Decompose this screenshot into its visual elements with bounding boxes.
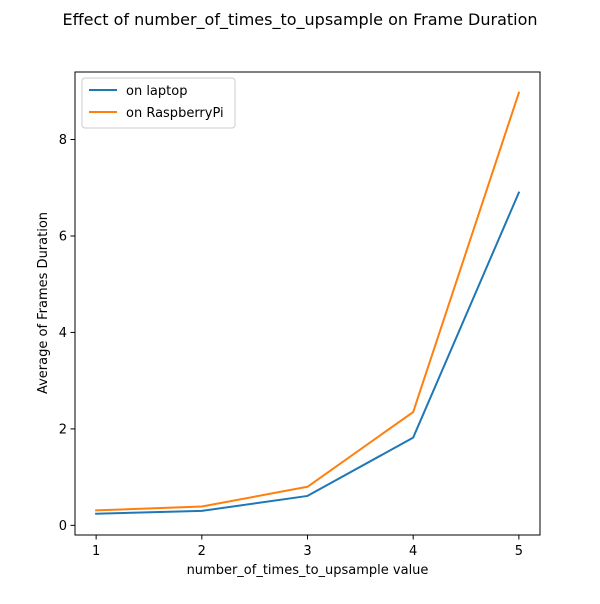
series-line-laptop (95, 191, 521, 515)
legend-label: on laptop (126, 84, 187, 99)
legend: on laptop on RaspberryPi (81, 77, 236, 129)
x-axis-label: number_of_times_to_upsample value (187, 563, 429, 578)
x-tick-label: 2 (198, 544, 206, 559)
x-axis-ticks: 1 2 3 4 5 (92, 535, 523, 559)
y-tick-label: 8 (59, 133, 67, 148)
x-tick-label: 4 (409, 544, 417, 559)
series-lines (95, 91, 521, 515)
legend-box (81, 77, 236, 129)
x-tick-label: 3 (303, 544, 311, 559)
series-line-raspberrypi (95, 91, 521, 512)
y-tick-label: 0 (59, 519, 67, 534)
legend-label: on RaspberryPi (126, 106, 224, 121)
y-axis-ticks: 0 2 4 6 8 (59, 133, 75, 534)
y-tick-label: 4 (59, 326, 67, 341)
y-tick-label: 2 (59, 422, 67, 437)
x-tick-label: 5 (515, 544, 523, 559)
y-axis-label: Average of Frames Duration (36, 212, 51, 394)
y-tick-label: 6 (59, 229, 67, 244)
x-tick-label: 1 (92, 544, 100, 559)
chart-title: Effect of number_of_times_to_upsample on… (62, 10, 537, 30)
